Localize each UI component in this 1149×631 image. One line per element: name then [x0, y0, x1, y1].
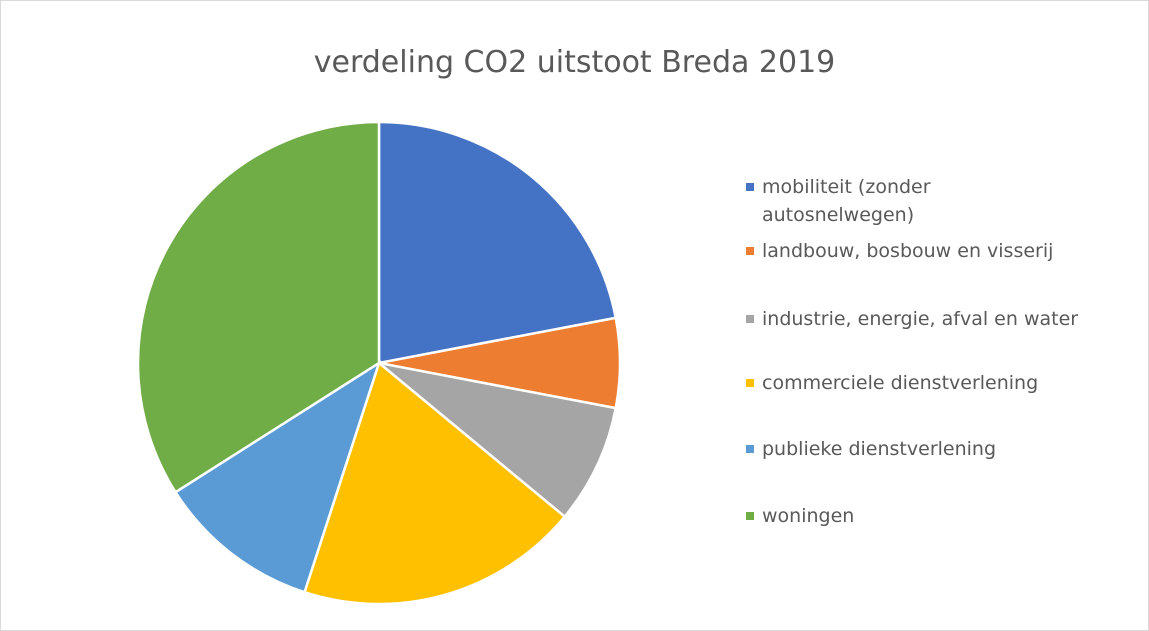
pie-slice: [378, 361, 618, 519]
legend-label: mobiliteit (zonder autosnelwegen): [762, 176, 931, 226]
legend-swatch: [746, 512, 754, 520]
legend-swatch: [746, 315, 754, 323]
legend-item: landbouw, bosbouw en visserij: [746, 237, 1053, 265]
legend-item: industrie, energie, afval en water: [746, 305, 1078, 333]
legend-swatch: [746, 445, 754, 453]
legend-label: commerciele dienstverlening: [762, 372, 1039, 394]
pie-slice: [173, 360, 382, 594]
legend-swatch: [746, 379, 754, 387]
pie-slice: [377, 120, 618, 365]
legend-label: publieke dienstverlening: [762, 438, 997, 460]
legend-label: landbouw, bosbouw en visserij: [762, 240, 1054, 262]
legend-label: woningen: [762, 505, 855, 527]
legend-item: woningen: [746, 502, 854, 530]
pie-slice: [136, 120, 381, 494]
legend-swatch: [746, 247, 754, 255]
chart-title: verdeling CO2 uitstoot Breda 2019: [313, 45, 836, 80]
legend-item: commerciele dienstverlening: [746, 369, 1038, 397]
legend-label: industrie, energie, afval en water: [762, 308, 1079, 330]
legend-swatch: [746, 183, 754, 191]
pie-slice: [302, 360, 567, 606]
legend-item: mobiliteit (zonder autosnelwegen): [746, 173, 976, 229]
legend-item: publieke dienstverlening: [746, 435, 996, 463]
